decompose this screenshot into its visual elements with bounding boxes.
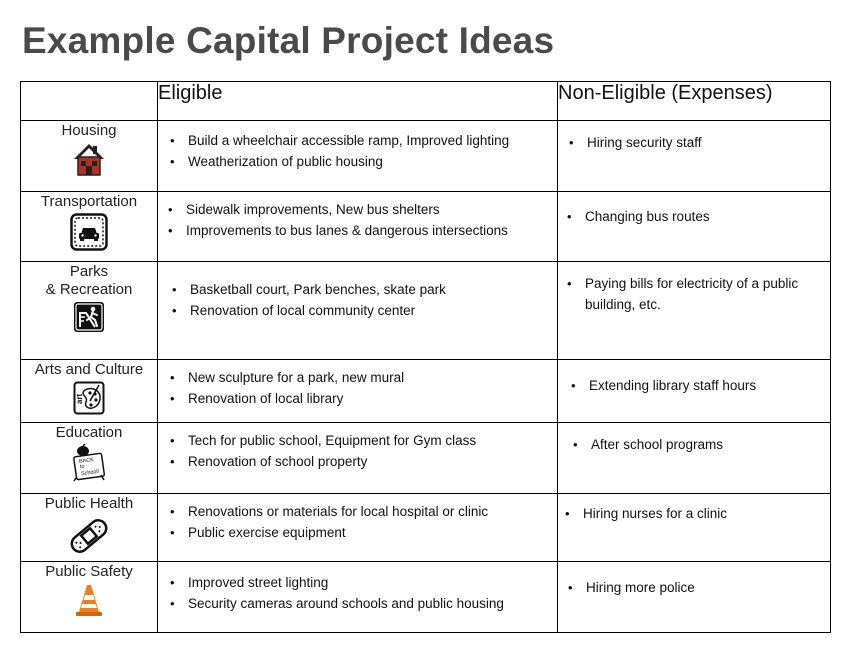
eligible-cell: Sidewalk improvements, New bus sheltersI… [157, 191, 558, 262]
eligible-item: Weatherization of public housing [166, 151, 557, 172]
eligible-cell: Build a wheelchair accessible ramp, Impr… [157, 120, 558, 192]
eligible-list: Build a wheelchair accessible ramp, Impr… [158, 121, 557, 172]
eligible-item: Basketball court, Park benches, skate pa… [168, 279, 557, 300]
playground-icon [21, 301, 157, 333]
category-label: Parks & Recreation [45, 263, 133, 298]
header-row: Eligible Non-Eligible (Expenses) [20, 81, 831, 121]
eligible-item: Sidewalk improvements, New bus shelters [164, 199, 557, 220]
eligible-item: Renovations or materials for local hospi… [166, 501, 557, 522]
eligible-item: Public exercise equipment [166, 522, 557, 543]
category-cell: Parks & Recreation [20, 261, 158, 360]
eligible-item: Build a wheelchair accessible ramp, Impr… [166, 130, 557, 151]
capital-projects-table: Eligible Non-Eligible (Expenses) Housing… [20, 81, 831, 633]
eligible-cell: Tech for public school, Equipment for Gy… [157, 422, 558, 494]
eligible-item: Tech for public school, Equipment for Gy… [166, 430, 557, 451]
eligible-item: Renovation of local library [166, 388, 557, 409]
eligible-list: New sculpture for a park, new muralRenov… [158, 360, 557, 409]
category-label: Public Safety [45, 563, 133, 580]
non-eligible-list: Hiring security staff [558, 121, 830, 153]
non-eligible-item: Extending library staff hours [567, 375, 800, 396]
eligible-list: Basketball court, Park benches, skate pa… [158, 262, 557, 321]
eligible-list: Tech for public school, Equipment for Gy… [158, 423, 557, 472]
non-eligible-cell: Changing bus routes [557, 191, 831, 262]
non-eligible-item: After school programs [569, 434, 800, 455]
art-palette-icon: art [21, 381, 157, 415]
non-eligible-item: Hiring more police [564, 577, 800, 598]
house-icon [21, 142, 157, 176]
non-eligible-cell: Paying bills for electricity of a public… [557, 261, 831, 360]
table-row: Housing Build a wheelchair accessible ra… [20, 120, 831, 192]
table-row: Parks & Recreation Basketball court, Par… [20, 261, 831, 360]
header-eligible: Eligible [157, 81, 558, 121]
eligible-cell: Renovations or materials for local hospi… [157, 493, 558, 562]
category-label: Transportation [40, 193, 138, 210]
traffic-cone-icon [21, 583, 157, 617]
category-cell: Transportation [20, 191, 158, 262]
eligible-list: Sidewalk improvements, New bus sheltersI… [158, 192, 557, 241]
category-label: Housing [61, 122, 117, 139]
non-eligible-list: Hiring nurses for a clinic [558, 494, 830, 524]
eligible-item: New sculpture for a park, new mural [166, 367, 557, 388]
non-eligible-cell: Hiring more police [557, 561, 831, 633]
non-eligible-list: Changing bus routes [558, 192, 830, 227]
header-category [20, 81, 158, 121]
back-to-school-icon: BACK to School! [21, 444, 157, 482]
table-row: Public Health Renovations or materials f… [20, 493, 831, 562]
non-eligible-item: Hiring security staff [565, 132, 800, 153]
eligible-cell: New sculpture for a park, new muralRenov… [157, 359, 558, 423]
non-eligible-cell: Hiring security staff [557, 120, 831, 192]
non-eligible-item: Changing bus routes [563, 206, 800, 227]
header-non-eligible: Non-Eligible (Expenses) [557, 81, 831, 121]
car-icon [21, 213, 157, 251]
non-eligible-cell: Hiring nurses for a clinic [557, 493, 831, 562]
non-eligible-list: Paying bills for electricity of a public… [558, 262, 830, 315]
non-eligible-item: Hiring nurses for a clinic [561, 503, 800, 524]
table-row: Transportation Sidewalk improvements, Ne… [20, 191, 831, 262]
category-label: Public Health [44, 495, 134, 512]
bandage-icon [21, 515, 157, 557]
category-cell: Education BACK to School! [20, 422, 158, 494]
eligible-item: Improved street lighting [166, 572, 557, 593]
category-label: Education [55, 424, 123, 441]
eligible-item: Security cameras around schools and publ… [166, 593, 557, 614]
eligible-list: Renovations or materials for local hospi… [158, 494, 557, 543]
non-eligible-list: Extending library staff hours [558, 360, 830, 396]
eligible-cell: Improved street lightingSecurity cameras… [157, 561, 558, 633]
non-eligible-list: Hiring more police [558, 562, 830, 598]
eligible-list: Improved street lightingSecurity cameras… [158, 562, 557, 614]
school-sign-text: to [79, 463, 85, 471]
category-cell: Public Health [20, 493, 158, 562]
table-row: Arts and Culture art New sculpture for a… [20, 359, 831, 423]
category-cell: Housing [20, 120, 158, 192]
eligible-item: Improvements to bus lanes & dangerous in… [164, 220, 557, 241]
category-cell: Arts and Culture art [20, 359, 158, 423]
eligible-item: Renovation of school property [166, 451, 557, 472]
eligible-cell: Basketball court, Park benches, skate pa… [157, 261, 558, 360]
eligible-item: Renovation of local community center [168, 300, 557, 321]
non-eligible-list: After school programs [558, 423, 830, 455]
non-eligible-cell: After school programs [557, 422, 831, 494]
table-row: Public Safety Improved street lightingSe… [20, 561, 831, 633]
category-label: Arts and Culture [34, 361, 144, 378]
category-cell: Public Safety [20, 561, 158, 633]
page-title: Example Capital Project Ideas [22, 20, 555, 61]
non-eligible-cell: Extending library staff hours [557, 359, 831, 423]
svg-text:art: art [75, 393, 84, 404]
non-eligible-item: Paying bills for electricity of a public… [563, 273, 800, 315]
